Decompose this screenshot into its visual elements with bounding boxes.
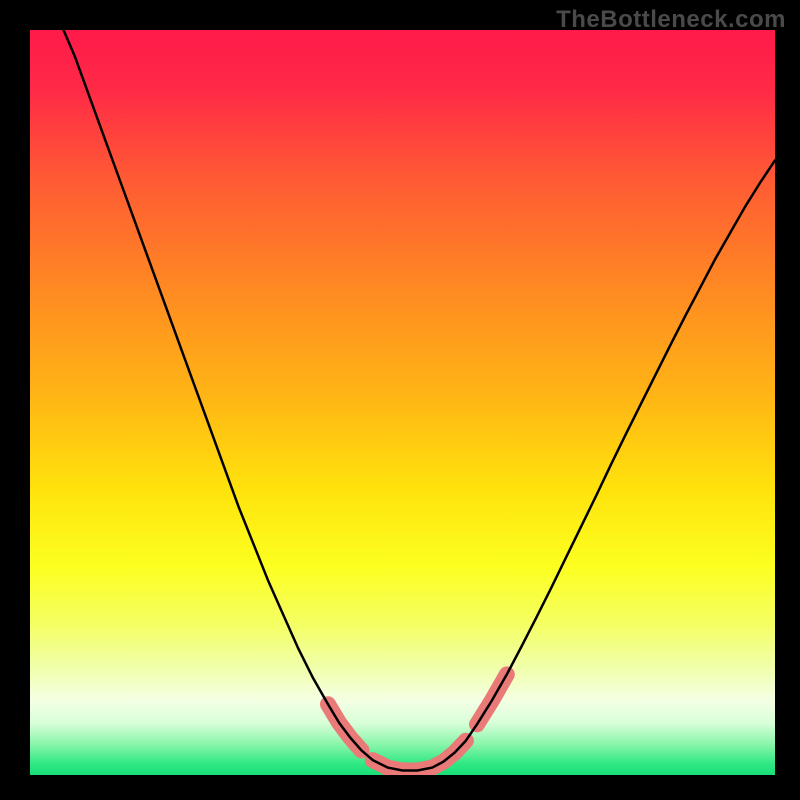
plot-svg [30,30,775,775]
bottleneck-curve [64,30,775,771]
stage: TheBottleneck.com [0,0,800,800]
watermark-text: TheBottleneck.com [556,6,786,34]
plot-area [30,30,775,775]
